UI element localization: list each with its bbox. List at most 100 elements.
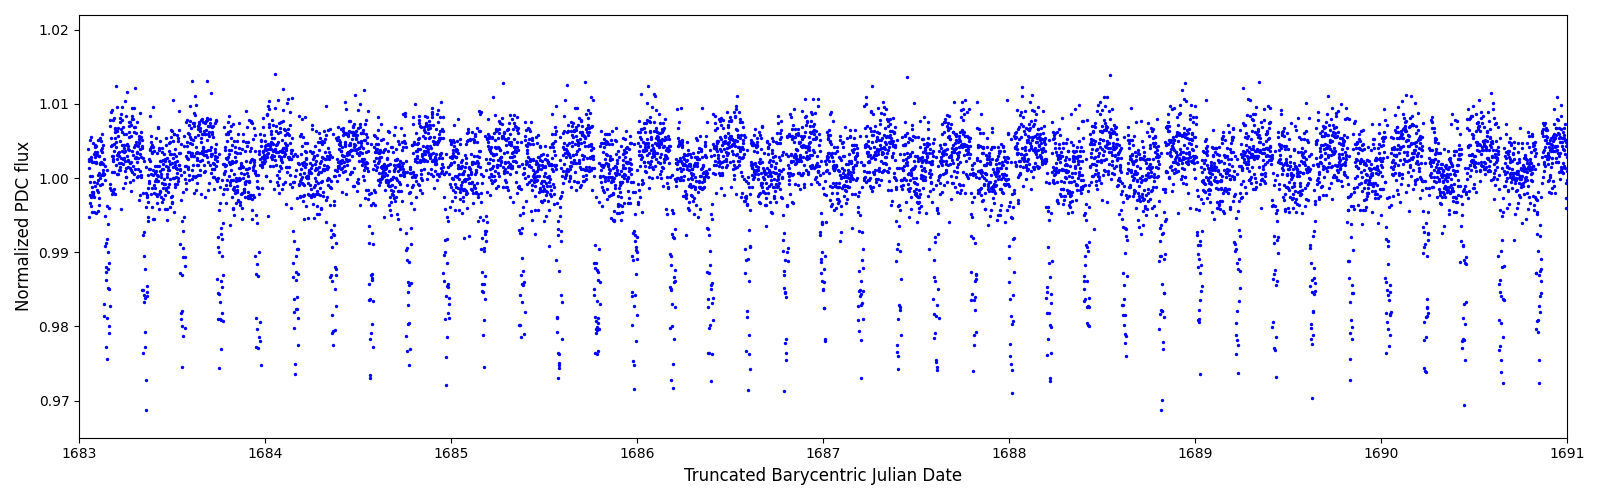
- Point: [810, 218, 835, 226]
- Point: [840, 166, 866, 173]
- Point: [1451, 320, 1477, 328]
- Point: [507, 271, 533, 279]
- Point: [1474, 154, 1499, 162]
- Point: [1398, 112, 1424, 120]
- Point: [808, 255, 834, 263]
- Point: [747, 159, 773, 167]
- Point: [1040, 176, 1066, 184]
- Point: [1419, 146, 1445, 154]
- Point: [1362, 144, 1387, 152]
- Point: [157, 202, 182, 210]
- Point: [1390, 124, 1416, 132]
- Point: [786, 130, 811, 138]
- Point: [1080, 140, 1106, 148]
- Point: [1450, 337, 1475, 345]
- Point: [1445, 168, 1470, 175]
- Point: [1539, 148, 1565, 156]
- Point: [880, 142, 906, 150]
- Point: [1403, 160, 1429, 168]
- Point: [379, 181, 405, 189]
- Point: [150, 156, 176, 164]
- Point: [267, 166, 293, 174]
- Point: [1547, 102, 1573, 110]
- Point: [958, 210, 984, 218]
- Point: [491, 129, 517, 137]
- Point: [1122, 174, 1147, 182]
- Point: [605, 192, 630, 200]
- Point: [291, 158, 317, 166]
- Point: [669, 104, 694, 112]
- Point: [122, 170, 147, 178]
- Point: [418, 134, 443, 141]
- Point: [752, 170, 778, 178]
- Point: [530, 163, 555, 171]
- Point: [544, 312, 570, 320]
- Point: [1525, 208, 1550, 216]
- Point: [106, 151, 131, 159]
- Point: [947, 189, 973, 197]
- Point: [371, 146, 397, 154]
- Point: [674, 194, 699, 202]
- Point: [195, 186, 221, 194]
- Point: [280, 146, 306, 154]
- Point: [528, 156, 554, 164]
- Point: [1162, 136, 1187, 144]
- Point: [1482, 166, 1507, 173]
- Point: [438, 184, 464, 192]
- Point: [1490, 194, 1515, 202]
- Point: [176, 176, 202, 184]
- Point: [1406, 144, 1432, 152]
- Point: [822, 182, 848, 190]
- Point: [954, 170, 979, 178]
- Point: [640, 150, 666, 158]
- Point: [371, 163, 397, 171]
- Point: [1286, 191, 1312, 199]
- Point: [131, 252, 157, 260]
- Point: [1235, 148, 1261, 156]
- Point: [1064, 142, 1090, 150]
- Point: [1283, 200, 1309, 208]
- Point: [387, 180, 413, 188]
- Point: [1056, 188, 1082, 196]
- Point: [221, 184, 246, 192]
- Point: [1318, 164, 1344, 172]
- Point: [1467, 122, 1493, 130]
- Point: [219, 159, 245, 167]
- Point: [1390, 110, 1416, 118]
- Point: [952, 132, 978, 140]
- Point: [1370, 134, 1395, 142]
- Point: [1440, 186, 1466, 194]
- Point: [1048, 177, 1074, 185]
- Point: [554, 144, 579, 152]
- Point: [304, 177, 330, 185]
- Point: [109, 147, 134, 155]
- Point: [523, 160, 549, 168]
- Point: [202, 154, 227, 162]
- Point: [794, 166, 819, 174]
- Point: [466, 107, 491, 115]
- Point: [1014, 138, 1040, 145]
- Point: [507, 138, 533, 145]
- Point: [912, 158, 938, 166]
- Point: [651, 142, 677, 150]
- Point: [1173, 149, 1198, 157]
- Point: [1258, 144, 1283, 152]
- Point: [1059, 208, 1085, 216]
- Point: [170, 271, 195, 279]
- Point: [765, 112, 790, 120]
- Point: [1266, 156, 1291, 164]
- Point: [464, 156, 490, 164]
- Point: [1445, 162, 1470, 170]
- Point: [328, 158, 354, 166]
- Point: [226, 176, 251, 184]
- Point: [1118, 168, 1144, 176]
- Point: [1394, 188, 1419, 196]
- Point: [122, 84, 147, 92]
- Point: [267, 148, 293, 156]
- Point: [800, 151, 826, 159]
- Point: [211, 170, 237, 178]
- Point: [1283, 208, 1309, 216]
- Point: [1530, 148, 1555, 156]
- Point: [1478, 124, 1504, 132]
- Point: [237, 146, 262, 154]
